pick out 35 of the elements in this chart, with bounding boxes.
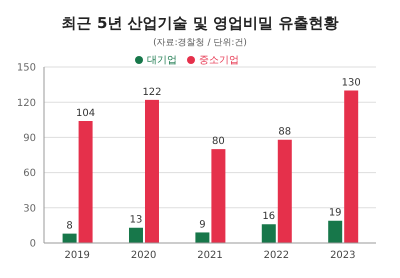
y-tick-label: 150 [16,62,36,74]
bar [262,224,276,243]
legend-label: 중소기업 [199,55,239,66]
y-tick-label: 30 [23,203,36,214]
data-label: 13 [130,214,142,226]
bar [195,232,210,243]
data-label: 88 [278,126,292,138]
y-tick-label: 90 [23,132,36,144]
x-tick-label: 2022 [264,250,290,262]
bar [344,90,358,243]
x-tick-label: 2019 [64,250,90,262]
data-label: 19 [328,208,342,219]
bar [328,220,342,243]
legend-label: 대기업 [147,55,177,66]
chart-subtitle: (자료:경찰청 / 단위:건) [152,37,248,49]
data-label: 80 [212,136,225,148]
bar [278,140,292,243]
data-label: 16 [262,211,276,222]
data-label: 8 [66,220,73,232]
data-label: 9 [199,219,206,230]
bar [144,100,159,243]
y-tick-label: 0 [30,238,36,250]
data-label: 130 [342,77,361,88]
x-tick-label: 2020 [130,250,156,262]
x-tick-label: 2021 [197,250,223,262]
y-tick-label: 60 [23,168,36,180]
data-label: 122 [142,86,162,98]
bar [78,120,93,243]
chart-title: 최근 5년 산업기술 및 영업비밀 유출현황 [60,13,340,33]
bar [211,149,226,243]
bar [128,228,143,243]
y-tick-label: 120 [16,98,36,109]
data-label: 104 [76,108,96,119]
x-tick-label: 2023 [330,250,356,262]
bar [62,234,77,243]
